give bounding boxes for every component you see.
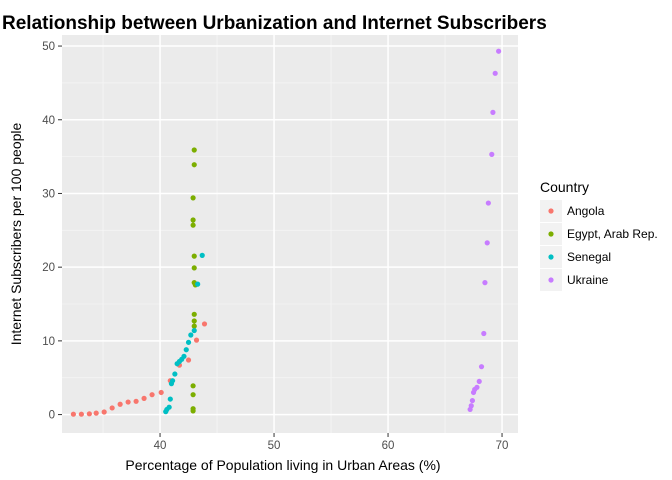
data-point-senegal: [183, 347, 189, 353]
data-point-angola: [125, 399, 131, 405]
data-point-ukraine: [490, 109, 496, 115]
data-point-angola: [193, 337, 200, 343]
data-point-ukraine: [478, 364, 485, 370]
y-tick-label: 40: [42, 115, 55, 127]
data-point-senegal: [169, 378, 176, 384]
legend-marker: [548, 231, 554, 237]
data-point-senegal: [188, 332, 194, 338]
legend-marker: [548, 254, 554, 260]
data-point-egypt-arab-rep: [190, 383, 196, 389]
legend-label: Ukraine: [567, 273, 609, 287]
data-point-ukraine: [485, 200, 491, 206]
data-point-egypt-arab-rep: [191, 265, 197, 271]
data-point-angola: [158, 389, 164, 396]
data-point-angola: [133, 398, 139, 404]
data-point-senegal: [167, 396, 173, 402]
plot-panel: [62, 35, 518, 433]
x-axis: 40 50 60 70: [154, 433, 509, 452]
data-point-angola: [109, 405, 115, 411]
legend-label: Angola: [567, 204, 605, 218]
data-point-ukraine: [474, 384, 480, 390]
y-tick-label: 10: [42, 336, 55, 348]
data-point-angola: [149, 392, 155, 398]
x-tick-label: 50: [268, 440, 281, 452]
data-point-egypt-arab-rep: [191, 162, 197, 168]
data-point-ukraine: [481, 330, 487, 337]
legend-title: Country: [540, 179, 589, 195]
chart-title: Relationship between Urbanization and In…: [2, 13, 547, 34]
y-axis-label: Internet Subscribers per 100 people: [8, 122, 24, 345]
y-tick-label: 0: [49, 410, 55, 422]
x-tick-label: 60: [382, 440, 395, 452]
data-point-angola: [70, 411, 76, 417]
data-point-ukraine: [484, 240, 490, 246]
legend: Country Angola Egypt, Arab Rep. Senegal Ukr…: [540, 179, 658, 291]
legend-label: Egypt, Arab Rep.: [567, 227, 658, 241]
data-point-senegal: [195, 281, 201, 287]
data-point-angola: [78, 411, 84, 417]
major-gridlines: [62, 35, 518, 433]
data-point-egypt-arab-rep: [190, 222, 196, 228]
data-point-egypt-arab-rep: [190, 195, 196, 201]
data-point-egypt-arab-rep: [191, 147, 197, 153]
data-point-angola: [93, 410, 99, 416]
x-axis-label: Percentage of Population living in Urban…: [125, 457, 440, 473]
y-tick-label: 50: [42, 41, 55, 53]
legend-marker: [548, 208, 554, 214]
data-point-angola: [201, 321, 208, 327]
y-axis: 0 10 20 30 40 50: [42, 41, 62, 422]
x-tick-label: 40: [154, 440, 167, 452]
data-point-angola: [101, 409, 107, 415]
data-point-senegal: [185, 339, 192, 345]
data-point-ukraine: [489, 151, 495, 157]
data-point-egypt-arab-rep: [191, 253, 197, 259]
data-point-ukraine: [492, 70, 498, 76]
data-point-angola: [86, 411, 92, 417]
legend-marker: [548, 277, 554, 283]
data-point-senegal: [199, 252, 205, 258]
data-point-egypt-arab-rep: [190, 392, 196, 398]
data-points: [70, 48, 502, 417]
data-point-ukraine: [469, 397, 475, 404]
data-point-ukraine: [482, 280, 488, 286]
data-point-senegal: [191, 327, 197, 334]
data-point-egypt-arab-rep: [191, 318, 197, 324]
y-tick-label: 20: [42, 262, 55, 274]
data-point-ukraine: [468, 403, 474, 409]
data-point-egypt-arab-rep: [190, 217, 196, 223]
data-point-ukraine: [496, 48, 502, 54]
data-point-senegal: [181, 353, 187, 359]
data-point-senegal: [172, 371, 178, 377]
data-point-angola: [141, 395, 147, 401]
data-point-angola: [185, 357, 192, 363]
minor-gridlines: [62, 35, 518, 433]
data-point-senegal: [166, 404, 172, 410]
y-tick-label: 30: [42, 188, 55, 200]
legend-label: Senegal: [567, 250, 611, 264]
data-point-egypt-arab-rep: [191, 311, 197, 317]
data-point-egypt-arab-rep: [191, 323, 197, 329]
x-tick-label: 70: [496, 440, 509, 452]
data-point-ukraine: [476, 378, 482, 385]
data-point-egypt-arab-rep: [190, 406, 196, 412]
data-point-angola: [117, 401, 123, 407]
